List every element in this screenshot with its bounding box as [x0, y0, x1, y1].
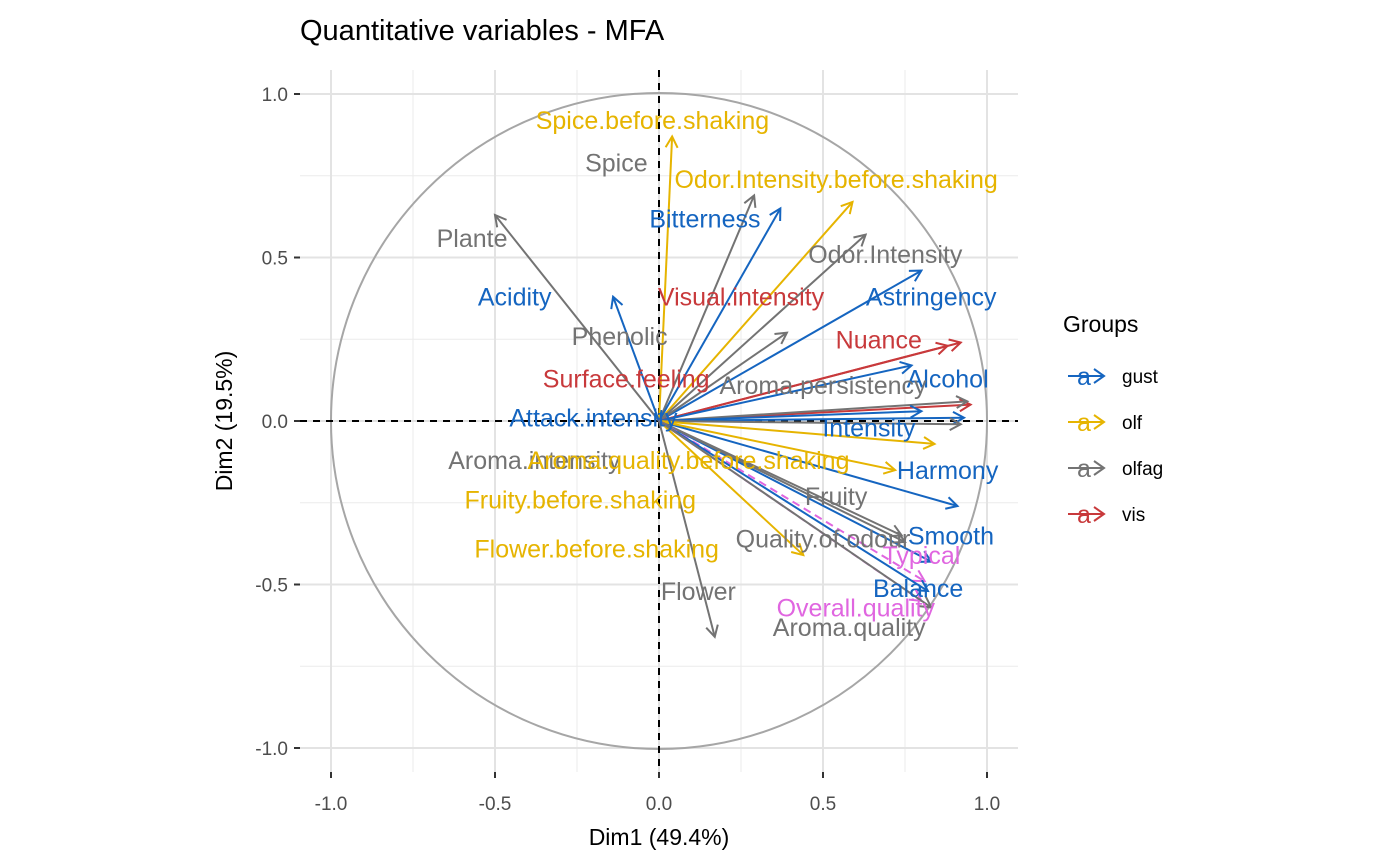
label-typical: Typical	[882, 542, 960, 570]
label-spice-before-shaking: Spice.before.shaking	[536, 107, 769, 135]
label-flower-before-shaking: Flower.before.shaking	[474, 536, 719, 564]
arrow-aroma-persistency	[658, 401, 967, 422]
legend-item-gust: a gust	[1068, 363, 1159, 391]
label-aroma-quality-before-shaking: Aroma.quality.before.shaking	[528, 447, 850, 475]
y-tick-label: 1.0	[262, 85, 288, 106]
label-flower: Flower	[661, 578, 736, 606]
label-phenolic: Phenolic	[572, 323, 668, 351]
arrow-fruity-before-shaking	[658, 420, 895, 470]
plot-title: Quantitative variables - MFA	[300, 15, 665, 47]
arrow-harmony	[658, 420, 957, 506]
arrow-astringency	[658, 271, 921, 422]
legend-key-arrowhead	[1093, 414, 1106, 430]
arrow-smooth	[658, 420, 931, 562]
label-nuance: Nuance	[836, 326, 922, 354]
arrow-flower	[658, 420, 715, 637]
label-alcohol: Alcohol	[907, 365, 989, 393]
arrow-alcohol	[658, 365, 912, 422]
legend-key-arrowhead	[1093, 506, 1106, 522]
legend-item-olfag: a olfag	[1068, 455, 1163, 483]
x-tick-label: 0.0	[646, 794, 672, 815]
legend-label: gust	[1122, 367, 1159, 388]
legend-title: Groups	[1063, 311, 1138, 337]
y-tick-label: 0.0	[262, 412, 288, 433]
label-aroma-intensity: Aroma.intensity	[448, 447, 621, 475]
legend-label: olfag	[1122, 459, 1163, 480]
label-fruity: Fruity	[805, 483, 868, 511]
arrow-balance	[658, 420, 928, 591]
label-odor-intensity-before-shaking: Odor.Intensity.before.shaking	[674, 166, 997, 194]
arrow-attack-intensity	[658, 411, 921, 422]
arrow-spice	[658, 195, 754, 422]
y-tick-label: -1.0	[255, 739, 288, 760]
label-harmony: Harmony	[897, 457, 999, 485]
arrow-quality-of-odour	[658, 420, 905, 542]
arrow-plante	[495, 215, 660, 422]
arrow-aroma-intensity	[658, 421, 961, 424]
legend-key-glyph: a	[1077, 409, 1091, 437]
y-tick-label: 0.5	[262, 249, 288, 270]
label-attack-intensity: Attack.intensity	[509, 405, 678, 433]
arrow-flower-before-shaking	[658, 420, 803, 555]
x-tick-label: 1.0	[974, 794, 1000, 815]
label-aroma-quality: Aroma.quality	[773, 614, 926, 642]
legend-key-glyph: a	[1077, 455, 1091, 483]
y-tick-label: -0.5	[255, 576, 288, 597]
variable-labels: Spice.before.shaking Spice Odor.Intensity.…	[437, 107, 999, 642]
legend-key-glyph: a	[1077, 501, 1091, 529]
variable-arrows	[495, 137, 971, 637]
arrow-odor-intensity-before-shaking	[658, 202, 853, 422]
x-tick-label: -1.0	[315, 794, 348, 815]
label-spice: Spice	[585, 150, 648, 178]
arrow-spice-before-shaking	[658, 137, 672, 422]
legend-label: vis	[1122, 505, 1145, 526]
label-aroma-persistency: Aroma.persistency	[719, 372, 927, 400]
legend-label: olf	[1122, 413, 1143, 434]
label-fruity-before-shaking: Fruity.before.shaking	[464, 486, 696, 514]
arrow-acidity	[613, 297, 660, 422]
x-tick-label: 0.5	[810, 794, 836, 815]
legend-key-arrowhead	[1093, 368, 1106, 384]
label-plante: Plante	[437, 225, 508, 253]
arrow-odor-intensity	[658, 235, 866, 422]
label-intensity: Intensity	[822, 415, 916, 443]
arrow-aroma-quality	[658, 420, 931, 607]
label-visual-intensity: Visual.intensity	[658, 284, 825, 312]
x-axis-title: Dim1 (49.4%)	[589, 824, 730, 850]
label-odor-intensity: Odor.Intensity	[808, 241, 963, 269]
label-surface-feeling: Surface.feeling	[543, 365, 710, 393]
label-quality-of-odour: Quality.of.odour	[736, 526, 911, 554]
axes: -1.0 -0.5 0.0 0.5 1.0 -1.0 -0.5 0.0 0.5 1.0	[255, 85, 1000, 815]
y-axis-title: Dim2 (19.5%)	[211, 351, 237, 492]
label-smooth: Smooth	[908, 522, 994, 550]
arrow-bitterness	[658, 208, 780, 422]
legend-key-arrowhead	[1093, 460, 1106, 476]
arrow-nuance	[658, 346, 948, 422]
label-balance: Balance	[873, 575, 963, 603]
x-tick-label: -0.5	[479, 794, 512, 815]
label-overall-quality: Overall.quality	[777, 594, 936, 622]
arrow-intensity	[658, 418, 964, 421]
legend-key-glyph: a	[1077, 363, 1091, 391]
label-astringency: Astringency	[866, 284, 997, 312]
legend-item-olf: a olf	[1068, 409, 1143, 437]
legend: Groups a gust a olf a olfag a vis	[1063, 311, 1163, 529]
legend-item-vis: a vis	[1068, 501, 1145, 529]
label-acidity: Acidity	[478, 284, 552, 312]
arrow-phenolic	[658, 333, 787, 422]
arrow-aroma-quality-before-shaking	[658, 420, 935, 444]
label-bitterness: Bitterness	[649, 205, 760, 233]
